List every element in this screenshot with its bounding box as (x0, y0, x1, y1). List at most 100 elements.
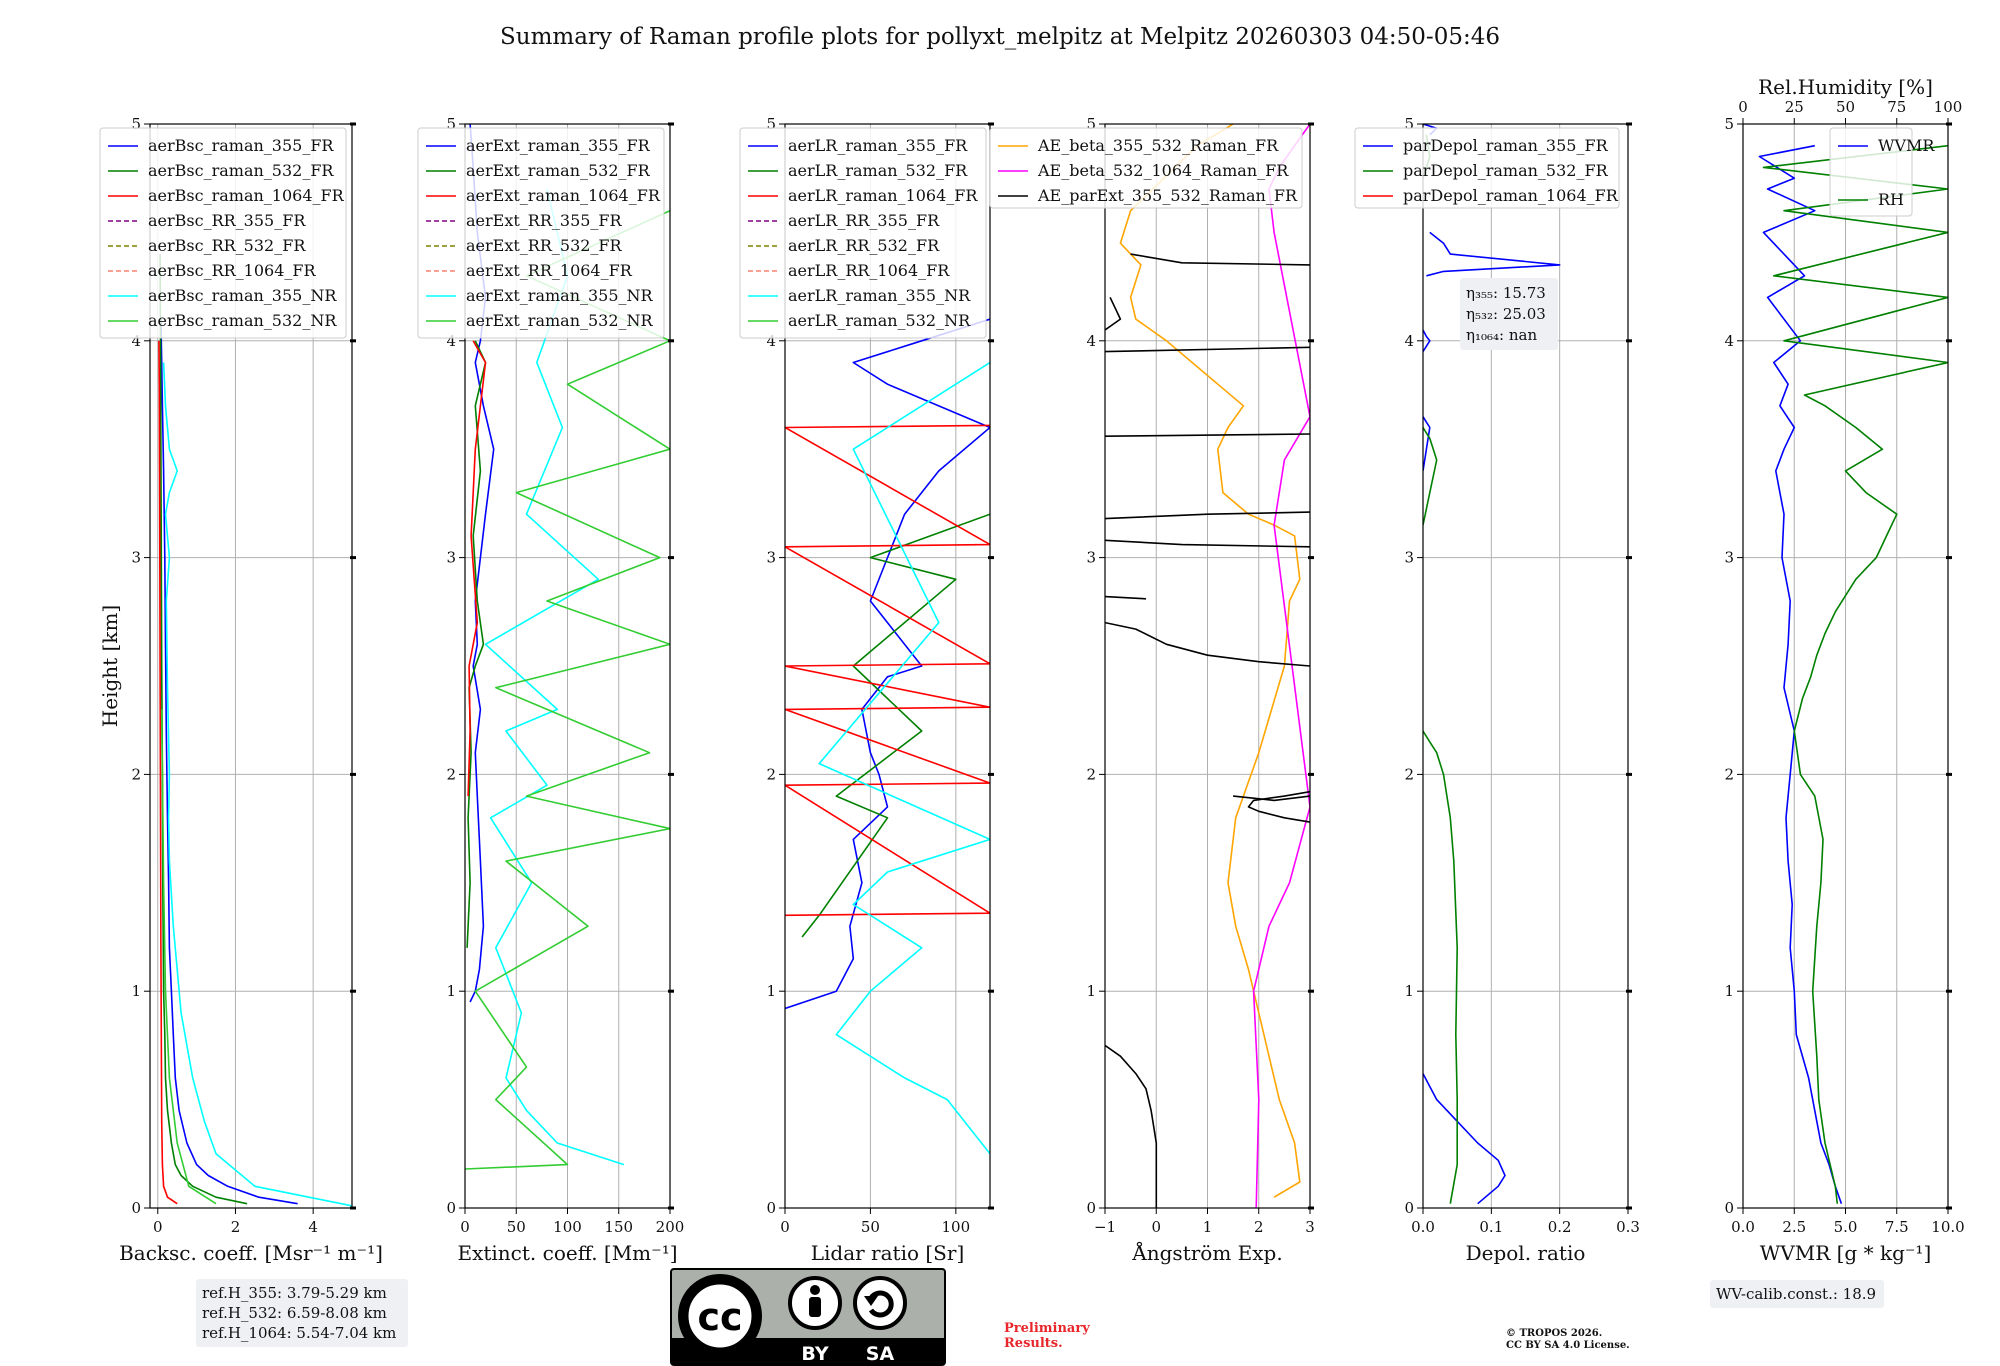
by-icon-body (809, 1297, 821, 1317)
series-AE_parExt_355_532_Raman_FR_seg4 (1105, 621, 1310, 667)
series-parDepol_raman_355_FR_seg2 (1423, 416, 1431, 472)
y-tick-label: 1 (1086, 982, 1096, 1000)
legend-frame (1354, 127, 1620, 209)
legend: WVMR RH (1829, 127, 1935, 217)
series-AE_parExt_355_532_Raman_FR_seg3 (1247, 790, 1310, 823)
x-tick-label: 2 (1254, 1218, 1264, 1236)
wv-calib-const: WV-calib.const.: 18.9 (1716, 1285, 1876, 1303)
y-tick-label: 1 (131, 982, 141, 1000)
legend-label: aerLR_raman_355_FR (788, 136, 968, 155)
series-AE_parExt_355_532_Raman_FR_seg7 (1105, 511, 1310, 520)
x-axis-label: Lidar ratio [Sr] (811, 1241, 965, 1265)
y-tick-label: 4 (446, 332, 456, 350)
legend-label: aerBsc_RR_532_FR (148, 236, 306, 255)
y-tick-label: 0 (1086, 1199, 1096, 1217)
legend-label: aerExt_RR_1064_FR (466, 261, 633, 280)
legend-label: parDepol_raman_532_FR (1403, 161, 1609, 180)
series-aerBsc_raman_1064_FR (158, 340, 178, 1205)
x-tick-label: 0.1 (1479, 1218, 1503, 1236)
legend-label: aerBsc_raman_355_NR (148, 286, 337, 305)
legend: parDepol_raman_355_FR parDepol_raman_532_… (1354, 127, 1620, 209)
x-tick-label: 1 (1203, 1218, 1213, 1236)
eta-value: η₁₀₆₄: nan (1466, 326, 1537, 344)
series-AE_beta_355_532_Raman_FR (1119, 124, 1301, 1198)
refh-532: ref.H_532: 6.59-8.08 km (202, 1304, 387, 1322)
legend-label: RH (1878, 190, 1904, 209)
series-AE_parExt_355_532_Raman_FR_seg8 (1105, 433, 1310, 437)
legend-label: aerBsc_RR_1064_FR (148, 261, 317, 280)
cc-icon-inner (685, 1281, 755, 1351)
legend-label: aerBsc_RR_355_FR (148, 211, 306, 230)
y-tick-label: 4 (1724, 332, 1734, 350)
legend-label: AE_beta_532_1064_Raman_FR (1037, 161, 1289, 180)
axes-frame (1422, 123, 1629, 1209)
x-tick-label: 0.3 (1616, 1218, 1640, 1236)
x-tick-label: 4 (308, 1218, 318, 1236)
x-tick-label: 0.0 (1731, 1218, 1755, 1236)
y-tick-label: 3 (131, 549, 141, 567)
copyright-line1: © TROPOS 2026. (1506, 1328, 1602, 1339)
legend: aerBsc_raman_355_FR aerBsc_raman_532_FRae… (99, 127, 347, 339)
cc-by-sa-badge: cc BY SA (670, 1268, 946, 1366)
y-tick-label: 3 (1086, 549, 1096, 567)
wv-calib: WV-calib.const.: 18.9 (1710, 1280, 1884, 1308)
panels: 0 2 4 0 1 2 3 4 5 Backsc. coeff. [Msr⁻¹ m⁻¹] Heigh… (98, 75, 1965, 1308)
panel-wvmr: 0.0 2.5 5.0 7.5 10.0 0 1 2 3 4 5 WVMR [g * kg⁻¹] 0 25… (1710, 75, 1965, 1308)
preliminary-line1: Preliminary (1004, 1321, 1090, 1336)
x2-tick-label: 0 (1738, 98, 1748, 116)
legend-label: aerBsc_raman_532_NR (148, 311, 337, 330)
series-WVMR (1758, 144, 1843, 1204)
y-tick-label: 5 (446, 115, 456, 133)
series-AE_parExt_355_532_Raman_FR_seg6 (1105, 539, 1310, 548)
series-group (158, 254, 352, 1207)
legend-label: WVMR (1878, 136, 1935, 155)
eta-annotation: η₃₅₅: 15.73 η₅₃₂: 25.03 η₁₀₆₄: nan (1460, 278, 1558, 350)
y-tick-label: 4 (1404, 332, 1414, 350)
series-parDepol_raman_532_FR_seg2 (1423, 427, 1438, 526)
series-AE_parExt_355_532_Raman_FR_seg5 (1105, 595, 1147, 600)
series-group (785, 318, 990, 1155)
legend-frame (989, 127, 1303, 209)
by-label: BY (801, 1343, 828, 1365)
x2-axis-label: Rel.Humidity [%] (1758, 75, 1933, 99)
refh-1064: ref.H_1064: 5.54-7.04 km (202, 1324, 396, 1342)
sa-icon-arrow (868, 1290, 894, 1318)
legend-label: aerLR_RR_532_FR (788, 236, 940, 255)
y-tick-label: 4 (131, 332, 141, 350)
x-tick-label: 0.0 (1411, 1218, 1435, 1236)
series-aerBsc_raman_532_NR (160, 709, 217, 1205)
y-tick-label: 0 (1404, 1199, 1414, 1217)
series-RH (1762, 144, 1948, 1204)
series-aerLR_raman_1064_FR (785, 424, 990, 917)
y-tick-label: 2 (766, 765, 776, 783)
series-parDepol_raman_355_FR_seg3 (1423, 329, 1431, 353)
y-tick-label: 0 (446, 1199, 456, 1217)
y-tick-label: 4 (1086, 332, 1096, 350)
legend: aerExt_raman_355_FR aerExt_raman_532_FRae… (417, 127, 665, 339)
series-parDepol_raman_355_FR_seg4 (1426, 231, 1561, 277)
series-parDepol_raman_355_FR (1423, 1073, 1506, 1205)
series-aerBsc_raman_532_FR (159, 254, 248, 1205)
series-aerLR_raman_355_NR (818, 361, 990, 1155)
legend-label: aerLR_raman_532_FR (788, 161, 968, 180)
y-tick-label: 5 (131, 115, 141, 133)
series-aerExt_raman_355_NR (484, 188, 625, 1166)
y-tick-label: 5 (1086, 115, 1096, 133)
y-tick-label: 1 (446, 982, 456, 1000)
legend-label: parDepol_raman_1064_FR (1403, 186, 1619, 205)
series-aerExt_raman_532_NR (465, 209, 670, 1170)
x-tick-label: 50 (507, 1218, 526, 1236)
y-tick-label: 2 (1724, 765, 1734, 783)
series-aerLR_raman_355_FR (785, 318, 990, 1010)
sa-icon (853, 1276, 907, 1330)
series-aerBsc_raman_355_FR (160, 319, 298, 1205)
legend: AE_beta_355_532_Raman_FR AE_beta_532_1064… (989, 127, 1303, 209)
x-tick-label: 0 (153, 1218, 163, 1236)
x-tick-label: 2.5 (1782, 1218, 1806, 1236)
legend-frame (1829, 127, 1913, 217)
y-tick-label: 0 (1724, 1199, 1734, 1217)
y-tick-label: 4 (766, 332, 776, 350)
panel-depol: 0.0 0.1 0.2 0.3 0 1 2 3 4 5 Depol. ratio parDepol_r… (1354, 115, 1640, 1265)
y-tick-label: 3 (1404, 549, 1414, 567)
figure-title: Summary of Raman profile plots for polly… (500, 24, 1500, 50)
